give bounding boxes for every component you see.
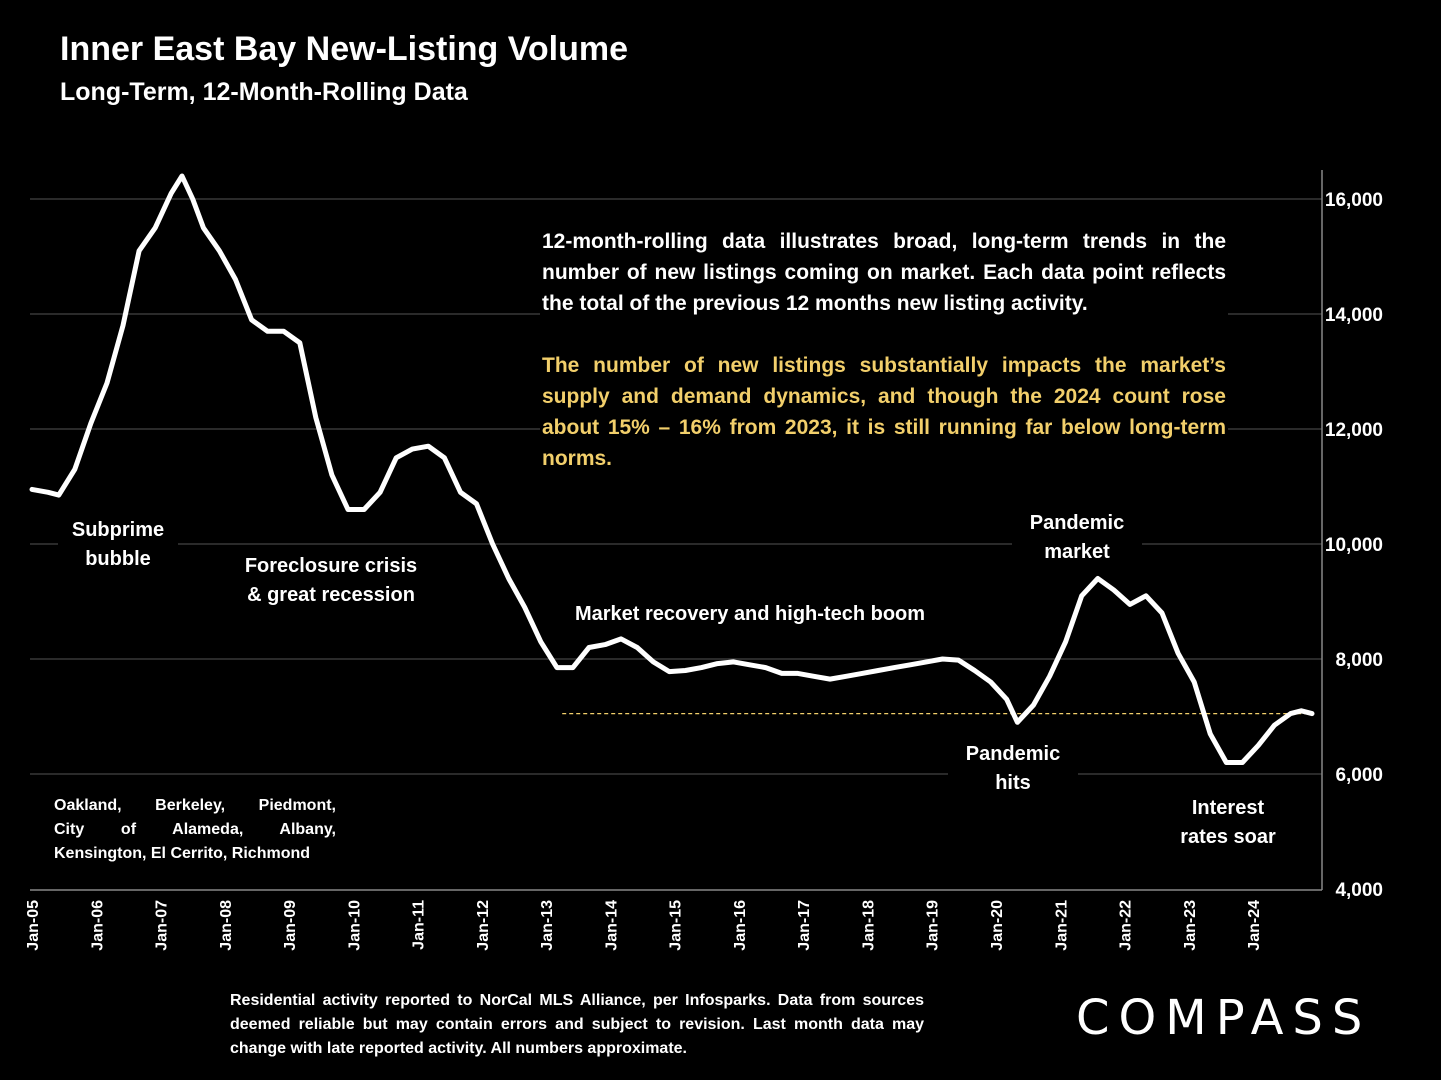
compass-logo: COMPASS [1076,990,1372,1046]
explanation-note: 12-month-rolling data illustrates broad,… [540,226,1228,474]
x-tick-label: Jan-14 [603,900,620,951]
chart-title: Inner East Bay New-Listing Volume [60,30,629,68]
x-tick-label: Jan-16 [732,900,749,951]
annotation-pandemic-market: Pandemic market [1012,509,1142,567]
note-paragraph-2: The number of new listings substantially… [542,354,1226,470]
x-tick-label: Jan-19 [925,900,942,951]
x-tick-labels: Jan-05 Jan-06 Jan-07 Jan-08 Jan-09 Jan-10 Jan-… [25,900,1263,951]
y-tick-label: 8,000 [1335,650,1383,671]
x-tick-label: Jan-06 [89,900,106,951]
x-tick-label: Jan-20 [989,900,1006,951]
annotation-foreclosure: Foreclosure crisis & great recession [236,552,426,610]
y-tick-label: 10,000 [1325,535,1383,556]
series-line [29,173,1315,765]
note-paragraph-1: 12-month-rolling data illustrates broad,… [542,230,1226,315]
y-tick-label: 14,000 [1325,305,1383,326]
y-tick-label: 16,000 [1325,190,1383,211]
x-tick-label: Jan-07 [154,900,171,951]
x-tick-label: Jan-18 [860,900,877,951]
x-tick-label: Jan-17 [796,900,813,951]
annotation-rates: Interest rates soar [1168,794,1288,852]
annotation-subprime: Subprime bubble [58,516,178,574]
x-tick-label: Jan-11 [411,900,428,950]
annotation-pandemic-hits: Pandemic hits [948,740,1078,798]
y-tick-label: 6,000 [1335,765,1383,786]
x-tick-label: Jan-22 [1118,900,1135,951]
y-tick-label: 12,000 [1325,420,1383,441]
cities-line-3: Kensington, El Cerrito, Richmond [54,845,311,862]
x-tick-label: Jan-23 [1182,900,1199,951]
x-tick-label: Jan-21 [1053,900,1070,951]
x-tick-label: Jan-08 [218,900,235,951]
cities-list: Oakland, Berkeley, Piedmont, City of Ala… [54,794,336,866]
x-tick-label: Jan-05 [25,900,42,951]
annotation-recovery: Market recovery and high-tech boom [560,600,940,629]
y-tick-labels: 4,000 6,000 8,000 10,000 12,000 14,000 16,000 [1325,190,1383,901]
x-tick-label: Jan-13 [539,900,556,951]
x-tick-label: Jan-12 [475,900,492,951]
x-tick-label: Jan-10 [346,900,363,951]
source-footnote: Residential activity reported to NorCal … [230,992,924,1057]
x-tick-label: Jan-15 [668,900,685,951]
y-tick-label: 4,000 [1335,880,1383,901]
cities-line-1: Oakland, Berkeley, Piedmont, [54,797,336,814]
x-tick-label: Jan-09 [282,900,299,951]
x-tick-label: Jan-24 [1246,900,1263,951]
cities-line-2: City of Alameda, Albany, [54,821,336,838]
chart-subtitle: Long-Term, 12-Month-Rolling Data [60,78,468,106]
